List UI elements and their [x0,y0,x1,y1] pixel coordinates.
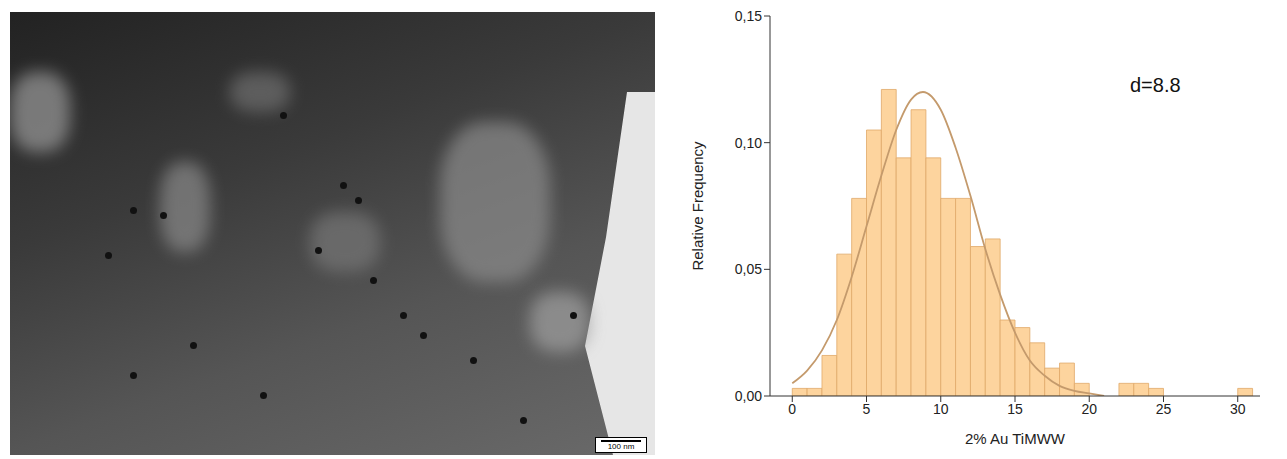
svg-text:15: 15 [1007,401,1023,417]
html-text:d=8.8: d=8.8 [1130,74,1181,96]
svg-text:0: 0 [788,401,796,417]
svg-text:30: 30 [1230,401,1246,417]
svg-text:Relative Frequency: Relative Frequency [689,141,706,271]
svg-text:10: 10 [933,401,949,417]
svg-text:5: 5 [863,401,871,417]
svg-text:25: 25 [1156,401,1172,417]
svg-text:0,10: 0,10 [735,135,762,151]
svg-text:0,15: 0,15 [735,8,762,24]
html-text:100 nm: 100 nm [607,441,635,451]
svg-text:20: 20 [1081,401,1097,417]
svg-text:0,05: 0,05 [735,261,762,277]
svg-text:2% Au TiMWW: 2% Au TiMWW [965,430,1066,447]
svg-text:0,00: 0,00 [735,388,762,404]
